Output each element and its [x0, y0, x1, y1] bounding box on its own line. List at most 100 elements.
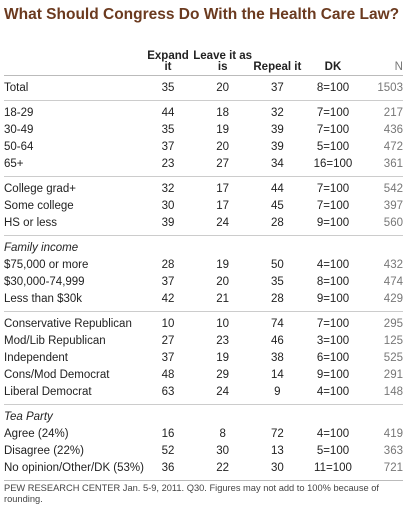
row-label: Disagree (22%): [4, 444, 84, 457]
cell-value: 48: [161, 368, 175, 381]
table-row: Agree (24%) 16 8 72 4=100 419: [4, 425, 403, 442]
cell-value: 44: [161, 106, 175, 119]
cell-value: 39: [270, 140, 284, 153]
cell-n: 560: [383, 216, 403, 229]
cell-dk: 16=100: [313, 157, 353, 170]
cell-value: 23: [161, 157, 175, 170]
row-label: 50-64: [4, 140, 34, 153]
cell-dk: 5=100: [316, 444, 350, 457]
cell-value: 10: [161, 317, 175, 330]
cell-dk: 7=100: [316, 199, 350, 212]
group-heading: Family income: [4, 241, 79, 254]
row-label: Agree (24%): [4, 427, 69, 440]
cell-value: 39: [161, 216, 175, 229]
cell-value: 37: [270, 81, 284, 94]
row-group: 18-29 44 18 32 7=100 217 30-49 35 19 39 7=100 436 50…: [4, 100, 403, 176]
table-row: $75,000 or more 28 19 50 4=100 432: [4, 256, 403, 273]
row-label: Cons/Mod Democrat: [4, 368, 110, 381]
row-label: $30,000-74,999: [4, 275, 85, 288]
title: What Should Congress Do With the Health …: [4, 6, 400, 23]
cell-value: 35: [270, 275, 284, 288]
cell-value: 72: [270, 427, 284, 440]
table-row: Disagree (22%) 52 30 13 5=100 363: [4, 442, 403, 459]
cell-value: 30: [161, 199, 175, 212]
cell-n: 295: [383, 317, 403, 330]
cell-n: 436: [383, 123, 403, 136]
cell-value: 23: [216, 334, 230, 347]
column-header: Expand it: [147, 50, 189, 73]
cell-value: 37: [161, 351, 175, 364]
table-row: Total 35 20 37 8=100 1503: [4, 79, 403, 96]
cell-value: 22: [216, 461, 230, 474]
cell-value: 50: [270, 258, 284, 271]
cell-dk: 8=100: [316, 81, 350, 94]
table-row: $30,000-74,999 37 20 35 8=100 474: [4, 273, 403, 290]
cell-value: 17: [216, 199, 230, 212]
cell-dk: 4=100: [316, 258, 350, 271]
table-row: HS or less 39 24 28 9=100 560: [4, 214, 403, 231]
cell-dk: 7=100: [316, 182, 350, 195]
cell-dk: 9=100: [316, 216, 350, 229]
cell-value: 19: [216, 258, 230, 271]
row-group: Total 35 20 37 8=100 1503: [4, 76, 403, 100]
cell-n: 363: [383, 444, 403, 457]
cell-n: 419: [383, 427, 403, 440]
cell-value: 14: [270, 368, 284, 381]
table-row: Cons/Mod Democrat 48 29 14 9=100 291: [4, 366, 403, 383]
cell-value: 27: [161, 334, 175, 347]
cell-value: 19: [216, 351, 230, 364]
cell-dk: 3=100: [316, 334, 350, 347]
cell-n: 361: [383, 157, 403, 170]
cell-dk: 4=100: [316, 427, 350, 440]
cell-value: 28: [270, 216, 284, 229]
cell-value: 20: [216, 81, 230, 94]
cell-n: 397: [383, 199, 403, 212]
table-row: 18-29 44 18 32 7=100 217: [4, 104, 403, 121]
cell-dk: 5=100: [316, 140, 350, 153]
cell-n: 472: [383, 140, 403, 153]
cell-value: 37: [161, 275, 175, 288]
cell-value: 9: [274, 385, 281, 398]
cell-value: 34: [270, 157, 284, 170]
cell-value: 36: [161, 461, 175, 474]
cell-value: 74: [270, 317, 284, 330]
cell-n: 125: [383, 334, 403, 347]
cell-value: 20: [216, 140, 230, 153]
row-label: $75,000 or more: [4, 258, 89, 271]
cell-dk: 7=100: [316, 106, 350, 119]
cell-n: 429: [383, 292, 403, 305]
cell-value: 63: [161, 385, 175, 398]
cell-dk: 9=100: [316, 292, 350, 305]
row-group: Conservative Republican 10 10 74 7=100 295 Mod…: [4, 311, 403, 404]
row-group: Family income $75,000 or more 28 19 50 4=100 4…: [4, 235, 403, 311]
column-header: Leave it as is: [193, 50, 253, 73]
row-label: 30-49: [4, 123, 34, 136]
table-row: Liberal Democrat 63 24 9 4=100 148: [4, 383, 403, 400]
row-label: HS or less: [4, 216, 58, 229]
cell-dk: 8=100: [316, 275, 350, 288]
cell-value: 28: [161, 258, 175, 271]
cell-n: 474: [383, 275, 403, 288]
cell-value: 16: [161, 427, 175, 440]
cell-value: 27: [216, 157, 230, 170]
row-label: No opinion/Other/DK (53%): [4, 461, 144, 474]
column-header: Repeal it: [253, 61, 302, 73]
cell-value: 13: [270, 444, 284, 457]
row-label: College grad+: [4, 182, 76, 195]
cell-value: 24: [216, 216, 230, 229]
row-label: Total: [4, 81, 29, 94]
cell-value: 28: [270, 292, 284, 305]
cell-value: 32: [270, 106, 284, 119]
row-label: Mod/Lib Republican: [4, 334, 106, 347]
cell-value: 19: [216, 123, 230, 136]
table-row: No opinion/Other/DK (53%) 36 22 30 11=100 721: [4, 459, 403, 476]
table-row: 65+ 23 27 34 16=100 361: [4, 155, 403, 172]
table-row: 50-64 37 20 39 5=100 472: [4, 138, 403, 155]
cell-value: 35: [161, 123, 175, 136]
row-label: Conservative Republican: [4, 317, 132, 330]
row-label: Liberal Democrat: [4, 385, 92, 398]
row-group: Tea Party Agree (24%) 16 8 72 4=100 419 Disagre…: [4, 404, 403, 480]
cell-value: 18: [216, 106, 230, 119]
cell-dk: 4=100: [316, 385, 350, 398]
